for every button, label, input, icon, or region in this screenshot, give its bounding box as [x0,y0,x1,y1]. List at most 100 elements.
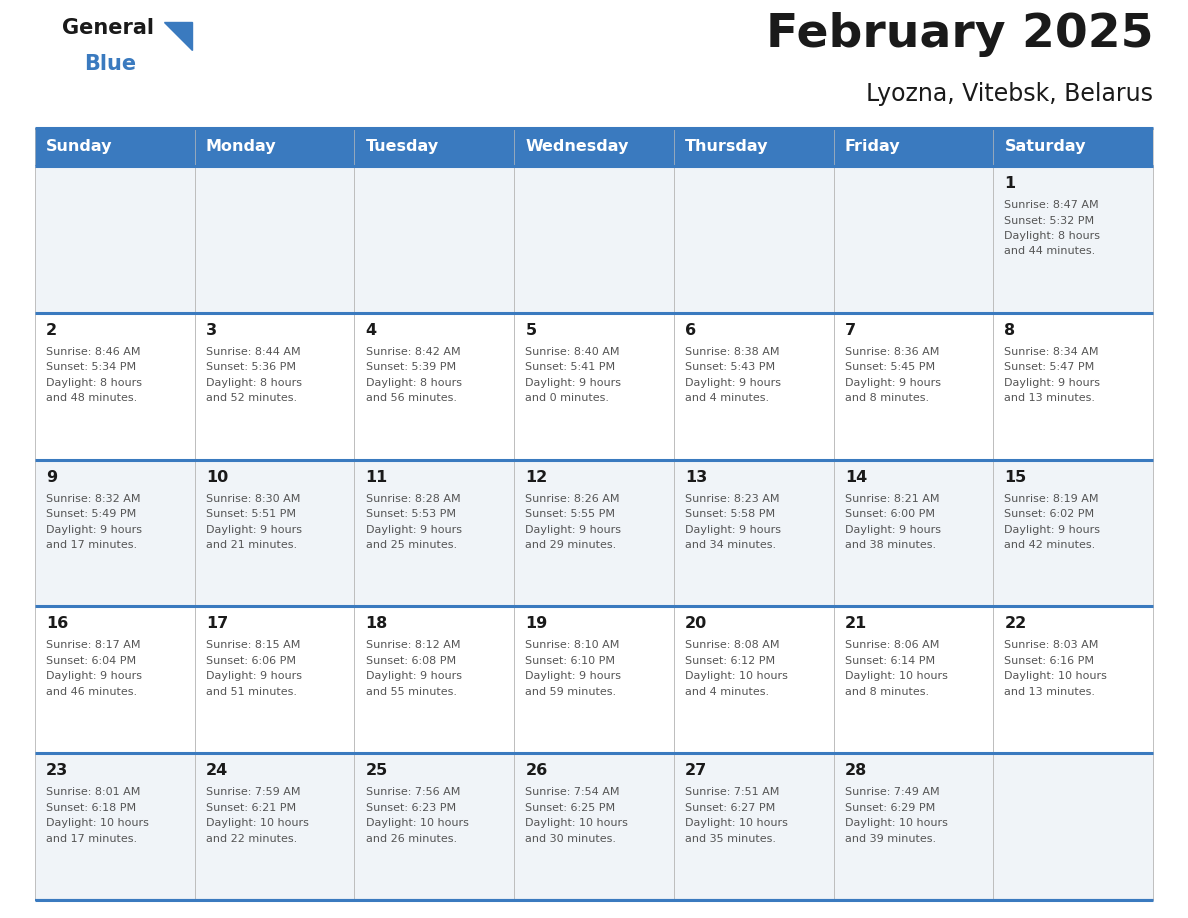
Text: Tuesday: Tuesday [366,140,438,154]
Bar [354,128,514,166]
Text: Daylight: 10 hours: Daylight: 10 hours [1005,671,1107,681]
Text: and 4 minutes.: and 4 minutes. [685,393,769,403]
Text: 23: 23 [46,763,69,778]
Text: Sunrise: 8:01 AM: Sunrise: 8:01 AM [46,788,140,797]
Bar [195,166,354,313]
Bar [993,128,1154,166]
Text: Sunset: 5:53 PM: Sunset: 5:53 PM [366,509,456,519]
Text: and 25 minutes.: and 25 minutes. [366,540,456,550]
Text: Sunset: 5:41 PM: Sunset: 5:41 PM [525,363,615,373]
Bar [34,460,195,607]
Bar [993,460,1154,607]
Text: and 35 minutes.: and 35 minutes. [685,834,776,844]
Text: Sunset: 6:00 PM: Sunset: 6:00 PM [845,509,935,519]
Text: Sunrise: 8:44 AM: Sunrise: 8:44 AM [206,347,301,357]
Text: 6: 6 [685,323,696,338]
Bar [834,607,993,753]
Text: Daylight: 8 hours: Daylight: 8 hours [46,378,143,387]
Bar [993,313,1154,460]
Text: and 55 minutes.: and 55 minutes. [366,687,456,697]
Text: Sunset: 6:18 PM: Sunset: 6:18 PM [46,802,137,812]
Text: Sunrise: 7:59 AM: Sunrise: 7:59 AM [206,788,301,797]
Text: 3: 3 [206,323,217,338]
Text: Daylight: 8 hours: Daylight: 8 hours [206,378,302,387]
Text: Sunrise: 8:03 AM: Sunrise: 8:03 AM [1005,641,1099,650]
Text: and 48 minutes.: and 48 minutes. [46,393,138,403]
Bar [34,607,195,753]
Text: Daylight: 10 hours: Daylight: 10 hours [845,671,948,681]
Text: Sunrise: 7:51 AM: Sunrise: 7:51 AM [685,788,779,797]
Text: and 21 minutes.: and 21 minutes. [206,540,297,550]
Bar [34,313,195,460]
Text: and 4 minutes.: and 4 minutes. [685,687,769,697]
Text: Daylight: 10 hours: Daylight: 10 hours [685,818,788,828]
Text: and 30 minutes.: and 30 minutes. [525,834,617,844]
Text: Sunset: 5:49 PM: Sunset: 5:49 PM [46,509,137,519]
Text: Daylight: 9 hours: Daylight: 9 hours [525,671,621,681]
Text: Sunrise: 8:23 AM: Sunrise: 8:23 AM [685,494,779,504]
Text: Daylight: 10 hours: Daylight: 10 hours [525,818,628,828]
Bar [674,128,834,166]
Text: Sunrise: 8:10 AM: Sunrise: 8:10 AM [525,641,620,650]
Bar [195,128,354,166]
Bar [993,166,1154,313]
Text: Sunset: 6:12 PM: Sunset: 6:12 PM [685,655,775,666]
Text: Sunrise: 7:54 AM: Sunrise: 7:54 AM [525,788,620,797]
Text: Friday: Friday [845,140,901,154]
Bar [354,607,514,753]
Text: and 22 minutes.: and 22 minutes. [206,834,297,844]
Text: 11: 11 [366,470,387,485]
Text: General: General [62,18,154,38]
Bar [674,166,834,313]
Text: Sunrise: 8:08 AM: Sunrise: 8:08 AM [685,641,779,650]
Text: Daylight: 9 hours: Daylight: 9 hours [845,524,941,534]
Text: 25: 25 [366,763,387,778]
Text: 27: 27 [685,763,707,778]
Text: Blue: Blue [84,54,137,74]
Text: Sunrise: 8:12 AM: Sunrise: 8:12 AM [366,641,460,650]
Text: Daylight: 10 hours: Daylight: 10 hours [845,818,948,828]
Bar [674,753,834,900]
Text: Sunset: 5:51 PM: Sunset: 5:51 PM [206,509,296,519]
Text: 4: 4 [366,323,377,338]
Text: Monday: Monday [206,140,277,154]
Text: Sunset: 6:29 PM: Sunset: 6:29 PM [845,802,935,812]
Text: and 38 minutes.: and 38 minutes. [845,540,936,550]
Text: Sunset: 5:39 PM: Sunset: 5:39 PM [366,363,456,373]
Text: Sunset: 5:36 PM: Sunset: 5:36 PM [206,363,296,373]
Text: Daylight: 9 hours: Daylight: 9 hours [685,524,781,534]
Text: Sunset: 5:55 PM: Sunset: 5:55 PM [525,509,615,519]
Bar [674,313,834,460]
Bar [514,128,674,166]
Text: Daylight: 9 hours: Daylight: 9 hours [1005,378,1100,387]
Text: Sunrise: 8:46 AM: Sunrise: 8:46 AM [46,347,140,357]
Text: Saturday: Saturday [1005,140,1086,154]
Polygon shape [164,22,192,50]
Text: Sunrise: 8:32 AM: Sunrise: 8:32 AM [46,494,140,504]
Text: and 46 minutes.: and 46 minutes. [46,687,138,697]
Text: Daylight: 10 hours: Daylight: 10 hours [366,818,468,828]
Text: 5: 5 [525,323,537,338]
Text: Sunrise: 8:19 AM: Sunrise: 8:19 AM [1005,494,1099,504]
Text: Daylight: 10 hours: Daylight: 10 hours [46,818,148,828]
Text: 19: 19 [525,616,548,632]
Bar [34,166,195,313]
Bar [514,607,674,753]
Text: Daylight: 9 hours: Daylight: 9 hours [525,524,621,534]
Bar [354,460,514,607]
Text: Daylight: 9 hours: Daylight: 9 hours [685,378,781,387]
Text: and 17 minutes.: and 17 minutes. [46,540,138,550]
Bar [34,753,195,900]
Bar [993,753,1154,900]
Text: Daylight: 9 hours: Daylight: 9 hours [206,671,302,681]
Text: and 56 minutes.: and 56 minutes. [366,393,456,403]
Text: 15: 15 [1005,470,1026,485]
Text: 1: 1 [1005,176,1016,191]
Text: Sunrise: 7:49 AM: Sunrise: 7:49 AM [845,788,940,797]
Text: 13: 13 [685,470,707,485]
Text: Sunset: 5:43 PM: Sunset: 5:43 PM [685,363,775,373]
Text: Daylight: 9 hours: Daylight: 9 hours [366,524,462,534]
Text: Sunrise: 8:30 AM: Sunrise: 8:30 AM [206,494,301,504]
Text: Daylight: 9 hours: Daylight: 9 hours [1005,524,1100,534]
Text: 20: 20 [685,616,707,632]
